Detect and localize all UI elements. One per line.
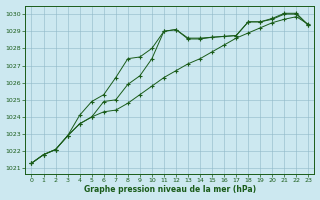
X-axis label: Graphe pression niveau de la mer (hPa): Graphe pression niveau de la mer (hPa)	[84, 185, 256, 194]
